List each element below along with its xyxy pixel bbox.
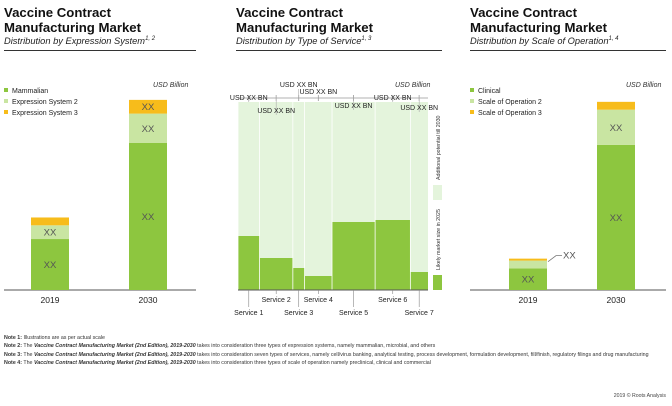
left-panel-title: Vaccine Contract Manufacturing Market: [4, 5, 142, 35]
middle-chart-bar-service-7: [410, 272, 428, 290]
right-chart-bar-2030-s1: [597, 144, 635, 290]
right-chart-callout-line: [547, 255, 562, 262]
middle-chart-potential-swatch: [433, 185, 442, 200]
right-panel-title: Vaccine Contract Manufacturing Market: [470, 5, 608, 35]
right-panel-subtitle: Distribution by Scale of Operation1, 4: [470, 36, 619, 47]
footnote-1: Note 1: Illustrations are as per actual …: [4, 335, 105, 341]
right-chart-tick-label: 2030: [607, 295, 626, 305]
middle-chart-service-label: Service 4: [304, 297, 333, 304]
middle-chart-bar-service-3: [292, 268, 305, 290]
legend-swatch: [4, 99, 8, 103]
legend-item-clinical: Clinical: [470, 86, 542, 97]
middle-chart-potential-label: Additional potential till 2030: [436, 115, 442, 180]
right-chart-value-label: XX: [610, 213, 623, 224]
right-panel-header: Vaccine Contract Manufacturing Market Di…: [470, 5, 619, 47]
middle-chart-value-label: USD XX BN: [230, 95, 268, 102]
middle-panel-subtitle: Distribution by Type of Service1, 3: [236, 36, 372, 47]
legend-swatch: [470, 88, 474, 92]
legend-swatch: [4, 88, 8, 92]
middle-chart-bar-service-1: [238, 236, 260, 290]
left-chart-bar-2019-s1: [31, 239, 69, 290]
left-chart-bar-2030-s1: [129, 143, 167, 290]
left-chart-value-label: XX: [44, 260, 57, 271]
footnotes: Note 1: Illustrations are as per actual …: [4, 334, 668, 368]
middle-chart-value-label: USD XX BN: [257, 108, 295, 115]
footnote-3: Note 3: The Vaccine Contract Manufacturi…: [4, 351, 649, 358]
left-chart-tick-label: 2030: [139, 295, 158, 305]
legend-item-expression-system-2: Expression System 2: [4, 97, 78, 108]
middle-chart-bar-service-2: [259, 258, 293, 290]
middle-chart-bar-service-5: [332, 222, 376, 290]
legend-swatch: [470, 110, 474, 114]
right-chart-value-label: XX: [522, 275, 535, 286]
middle-chart-service-label: Service 5: [339, 310, 368, 317]
middle-chart-service-label: Service 3: [284, 310, 313, 317]
middle-chart-value-label: USD XX BN: [400, 105, 438, 112]
right-legend: Clinical Scale of Operation 2 Scale of O…: [470, 86, 542, 119]
left-chart-value-label: XX: [44, 228, 57, 239]
left-chart-bar-2030-s2: [129, 113, 167, 143]
right-chart-bar-2030-s2: [597, 109, 635, 145]
charts-canvas: XX XX 2019 XX XX XX 2030 XX 2019 XX XX 2030 XX USD XX…: [4, 82, 666, 317]
left-unit-label: USD Billion: [153, 82, 189, 89]
middle-chart-service-label: Service 1: [234, 310, 263, 317]
left-chart-bar-2030-s3: [129, 99, 167, 114]
legend-item-mammalian: Mammalian: [4, 86, 78, 97]
middle-chart-likely-swatch: [433, 275, 442, 290]
footnote-2: Note 2: The Vaccine Contract Manufacturi…: [4, 343, 436, 350]
legend-swatch: [4, 110, 8, 114]
right-panel-divider: [470, 50, 666, 51]
right-chart-tick-label: 2019: [519, 295, 538, 305]
left-panel-divider: [4, 50, 196, 51]
middle-chart-value-label: USD XX BN: [374, 95, 412, 102]
right-chart-value-label: XX: [610, 123, 623, 134]
right-chart-callout-label: XX: [563, 251, 576, 262]
left-chart-value-label: XX: [142, 124, 155, 135]
right-chart-bar-2019-s2: [509, 260, 547, 269]
middle-panel-divider: [236, 50, 442, 51]
middle-chart-service-label: Service 6: [378, 297, 407, 304]
legend-item-scale-of-operation-2: Scale of Operation 2: [470, 97, 542, 108]
left-chart-bar-2019-s2: [31, 225, 69, 240]
copyright: 2019 © Roots Analysis: [613, 393, 666, 399]
left-legend: Mammalian Expression System 2 Expression…: [4, 86, 78, 119]
middle-chart-bar-service-4: [304, 276, 333, 290]
left-chart-value-label: XX: [142, 102, 155, 113]
middle-chart-value-label: USD XX BN: [280, 82, 318, 89]
footnote-4: Note 4: The Vaccine Contract Manufacturi…: [4, 360, 431, 367]
left-panel-subtitle: Distribution by Expression System1, 2: [4, 36, 156, 47]
middle-chart-service-label: Service 2: [262, 297, 291, 304]
middle-chart-bar-service-6: [375, 220, 411, 290]
middle-panel-header: Vaccine Contract Manufacturing Market Di…: [236, 5, 374, 47]
legend-item-scale-of-operation-3: Scale of Operation 3: [470, 108, 542, 119]
right-unit-label: USD Billion: [626, 82, 662, 89]
legend-item-expression-system-3: Expression System 3: [4, 108, 78, 119]
left-panel-header: Vaccine Contract Manufacturing Market Di…: [4, 5, 156, 47]
middle-unit-label: USD Billion: [395, 82, 431, 89]
middle-panel-title: Vaccine Contract Manufacturing Market: [236, 5, 374, 35]
left-chart-value-label: XX: [142, 212, 155, 223]
right-chart-bar-2019-s3: [509, 258, 547, 261]
right-chart-bar-2030-s3: [597, 101, 635, 110]
legend-swatch: [470, 99, 474, 103]
middle-chart-value-label: USD XX BN: [335, 103, 373, 110]
right-chart-bar-2019-s1: [509, 268, 547, 290]
middle-chart-service-label: Service 7: [405, 310, 434, 317]
middle-chart-likely-label: Likely market size in 2025: [436, 209, 442, 270]
middle-chart-value-label: USD XX BN: [299, 89, 337, 96]
left-chart-bar-2019-s3: [31, 217, 69, 226]
left-chart-tick-label: 2019: [41, 295, 60, 305]
